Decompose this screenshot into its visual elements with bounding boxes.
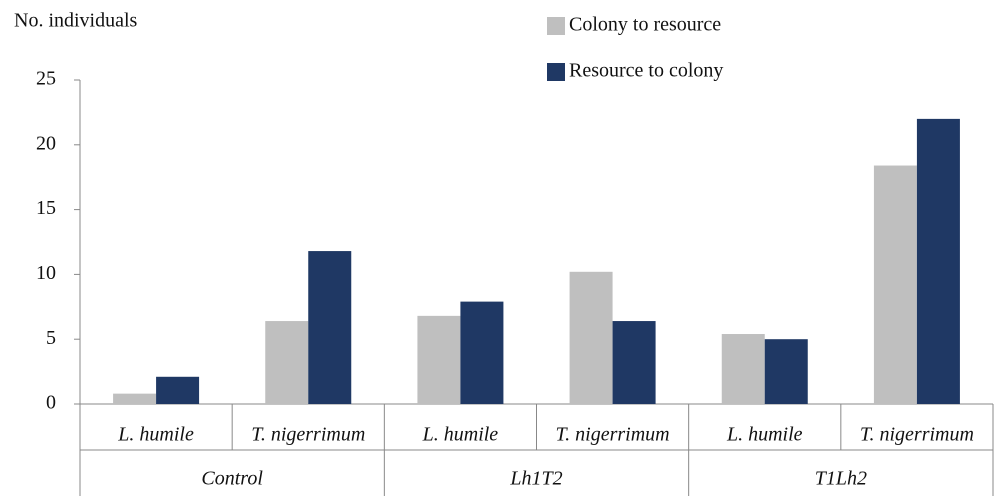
bar: [417, 315, 461, 404]
y-tick-label: 15: [36, 197, 56, 219]
x-tick-label: T. nigerrimum: [860, 424, 974, 446]
group-label: Lh1T2: [509, 468, 562, 490]
bar: [612, 321, 656, 404]
bar: [721, 334, 765, 404]
bar: [569, 271, 613, 404]
x-tick-label: T. nigerrimum: [556, 424, 670, 446]
y-tick-label: 0: [46, 392, 56, 414]
legend-label: Resource to colony: [569, 60, 723, 82]
bar: [460, 301, 504, 404]
x-tick-label: T. nigerrimum: [251, 424, 365, 446]
bar: [764, 339, 808, 404]
bar: [308, 251, 352, 404]
x-tick-label: L. humile: [726, 424, 803, 446]
y-tick-label: 5: [46, 327, 56, 349]
legend-swatch: [547, 17, 565, 35]
y-tick-label: 25: [36, 68, 56, 90]
bar: [113, 393, 157, 404]
x-tick-label: L. humile: [422, 424, 499, 446]
legend-label: Colony to resource: [569, 14, 721, 36]
y-axis-label: No. individuals: [14, 10, 138, 32]
legend-swatch: [547, 63, 565, 81]
y-tick-label: 20: [36, 132, 56, 154]
y-tick-label: 10: [36, 262, 56, 284]
bar: [156, 376, 200, 404]
bar: [873, 165, 917, 404]
bar: [916, 118, 960, 404]
group-label: T1Lh2: [815, 468, 867, 490]
group-label: Control: [201, 468, 263, 490]
bar: [265, 321, 309, 404]
x-tick-label: L. humile: [117, 424, 194, 446]
